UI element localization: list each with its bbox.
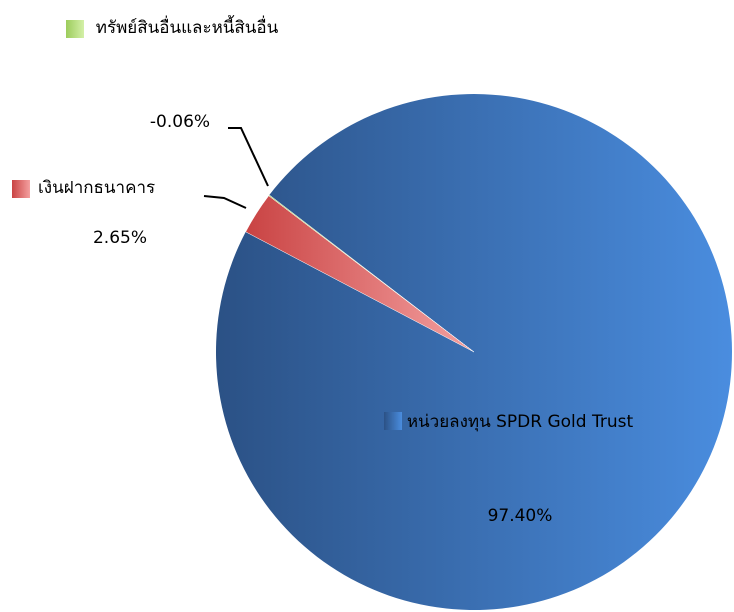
leader-line [203, 195, 247, 209]
value-label: 2.65% [92, 228, 147, 248]
category-label: ทรัพย์สินอื่นและหนี้สินอื่น [95, 18, 279, 38]
category-label: หน่วยลงทุน SPDR Gold Trust [406, 412, 634, 432]
legend-icon [384, 412, 402, 430]
category-label: เงินฝากธนาคาร [38, 178, 156, 198]
pie-slice [268, 194, 475, 353]
value-label: 97.40% [487, 506, 553, 526]
value-label: -0.06% [149, 112, 211, 132]
legend-icon [12, 180, 30, 198]
legend-icon [66, 20, 84, 38]
leader-line [228, 127, 269, 187]
slice-label: หน่วยลงทุน SPDR Gold Trust [405, 399, 645, 445]
